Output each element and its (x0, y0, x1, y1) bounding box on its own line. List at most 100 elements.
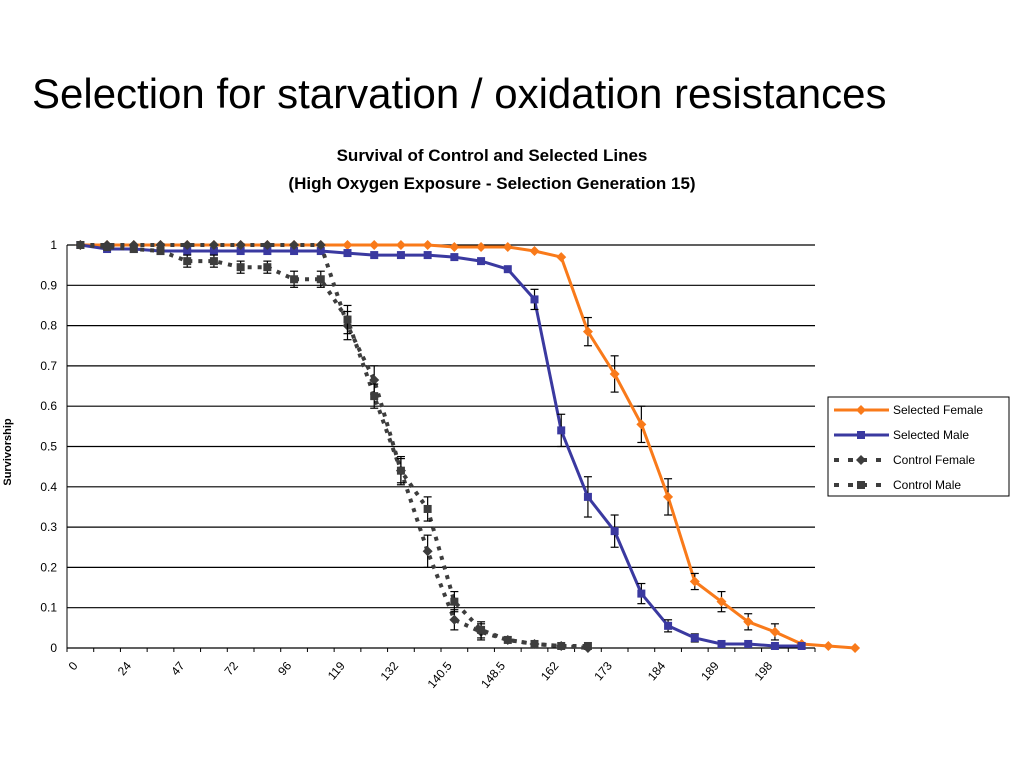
data-point (290, 275, 299, 284)
x-tick-label: 72 (222, 659, 242, 678)
legend-label: Control Male (893, 478, 961, 492)
y-tick-label: 0.5 (40, 440, 57, 454)
data-point (637, 589, 646, 598)
data-point (423, 251, 432, 260)
data-point (636, 419, 647, 430)
data-point (209, 247, 218, 256)
data-point (717, 639, 726, 648)
y-axis-label: Survivorship (2, 418, 14, 486)
data-point (76, 241, 85, 249)
data-point (744, 639, 753, 648)
x-tick-label: 189 (698, 659, 722, 684)
data-point (343, 249, 352, 258)
data-point (235, 240, 246, 250)
data-point (609, 368, 620, 379)
data-point (316, 275, 325, 284)
y-tick-label: 0.7 (40, 359, 57, 373)
data-point (477, 257, 486, 266)
data-point (450, 597, 459, 606)
data-point (583, 492, 592, 501)
data-point (610, 527, 619, 536)
chart-title-line-2: (High Oxygen Exposure - Selection Genera… (288, 174, 695, 193)
data-point (396, 466, 405, 475)
data-point (290, 247, 299, 256)
y-tick-label: 0 (50, 641, 57, 655)
data-point (557, 641, 566, 650)
data-point (689, 576, 700, 587)
x-tick-label: 184 (645, 659, 669, 684)
data-point (529, 246, 540, 257)
x-tick-label: 119 (325, 659, 348, 683)
data-point (423, 504, 432, 513)
data-point (289, 240, 300, 250)
legend-marker (857, 431, 865, 439)
data-point (663, 491, 674, 502)
data-point (449, 242, 460, 253)
data-point (395, 240, 406, 250)
x-tick-label: 173 (591, 659, 615, 684)
data-point (316, 247, 325, 256)
legend-label: Selected Male (893, 428, 969, 442)
data-point (370, 392, 379, 401)
data-point (262, 240, 273, 250)
data-point (503, 265, 512, 274)
legend-label: Selected Female (893, 403, 983, 417)
data-point (263, 247, 272, 256)
data-point (263, 263, 272, 272)
data-point (103, 243, 112, 252)
x-tick-label: 140.5 (425, 659, 455, 691)
data-point (582, 326, 593, 337)
data-point (716, 596, 727, 607)
data-point (690, 633, 699, 642)
data-point (797, 641, 806, 650)
data-point (369, 240, 380, 250)
data-point (236, 263, 245, 272)
data-point (342, 240, 353, 250)
x-tick-label: 24 (115, 659, 135, 678)
data-point (476, 242, 487, 253)
data-point (422, 546, 433, 557)
data-point (422, 240, 433, 250)
series-group (75, 240, 861, 653)
data-point (396, 251, 405, 260)
data-point (530, 295, 539, 304)
data-point (449, 614, 460, 625)
data-point (477, 625, 486, 634)
data-point (502, 242, 513, 253)
y-tick-label: 0.4 (40, 480, 57, 494)
data-point (182, 240, 193, 250)
series-control-male (76, 241, 592, 650)
y-tick-label: 0.6 (40, 399, 57, 413)
data-point (450, 253, 459, 262)
series-line (80, 243, 588, 648)
series-line (80, 243, 802, 648)
y-tick-label: 0.2 (40, 560, 57, 574)
data-point (664, 621, 673, 630)
legend-box (827, 396, 1010, 497)
x-tick-label: 0 (66, 659, 81, 673)
data-point (583, 641, 592, 650)
x-tick-label: 148.5 (478, 659, 508, 691)
data-point (850, 643, 861, 653)
legend-label: Control Female (893, 453, 975, 467)
data-point (208, 240, 219, 250)
data-point (156, 247, 165, 256)
axes: 0 0.1 0.2 0.3 0.4 0.5 0.6 0.7 0.8 0.9 1 0 24 47 72 96 11… (40, 238, 816, 691)
data-point (503, 635, 512, 644)
x-tick-label: 198 (752, 659, 776, 684)
y-tick-label: 0.9 (40, 278, 57, 292)
data-point (315, 240, 326, 250)
series-selected-male (76, 241, 806, 650)
data-point (183, 247, 192, 256)
slide-title: Selection for starvation / oxidation res… (32, 70, 887, 117)
x-tick-label: 96 (275, 659, 295, 678)
data-point (770, 641, 779, 650)
data-point (209, 257, 218, 266)
data-point (556, 252, 567, 263)
y-tick-label: 0.8 (40, 319, 57, 333)
data-point (370, 251, 379, 260)
y-tick-label: 1 (50, 238, 57, 252)
data-point (769, 626, 780, 637)
y-tick-label: 0.3 (40, 520, 57, 534)
